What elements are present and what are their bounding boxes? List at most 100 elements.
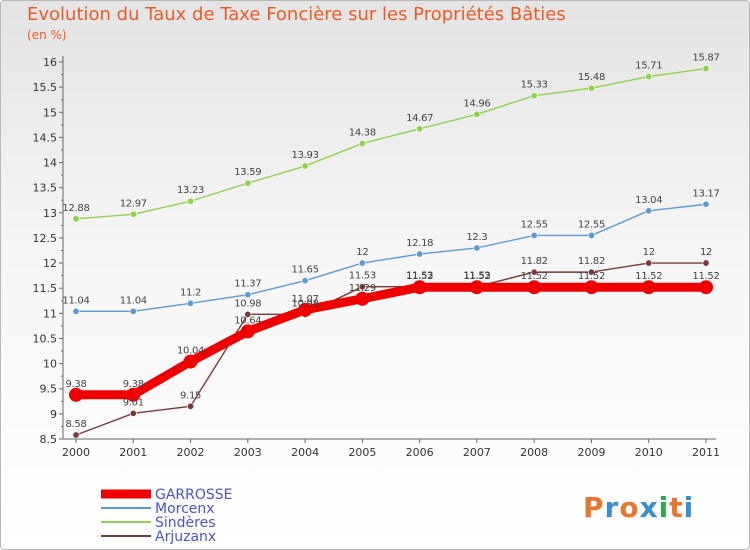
data-point [587, 231, 595, 239]
data-label: 11.52 [578, 271, 605, 282]
data-point [587, 84, 595, 92]
y-tick-label: 9.5 [40, 383, 58, 396]
data-point [244, 291, 252, 299]
data-point [473, 244, 481, 252]
data-label: 9.38 [65, 379, 86, 390]
data-label: 9.01 [123, 397, 144, 408]
data-point [244, 179, 252, 187]
data-point [187, 299, 195, 307]
y-tick-label: 11 [43, 307, 57, 320]
data-point [469, 280, 484, 295]
logo-letter: i [658, 491, 670, 524]
x-tick-label: 2000 [62, 446, 90, 459]
x-tick-label: 2005 [348, 446, 376, 459]
data-label: 15.33 [521, 80, 548, 91]
data-label: 13.93 [292, 150, 319, 161]
x-tick-label: 2001 [119, 446, 147, 459]
data-point [527, 280, 542, 295]
data-point [645, 73, 653, 81]
y-tick-label: 10 [43, 358, 57, 371]
x-tick-label: 2007 [463, 446, 491, 459]
logo-letter: o [619, 491, 640, 524]
data-label: 11.52 [692, 271, 719, 282]
x-tick-label: 2004 [291, 446, 319, 459]
data-label: 11.52 [463, 271, 490, 282]
logo-letter: r [604, 491, 620, 524]
data-label: 11.07 [292, 294, 319, 305]
data-label: 12 [356, 247, 368, 258]
x-tick-label: 2002 [177, 446, 205, 459]
data-point [301, 162, 309, 170]
data-point [298, 302, 313, 317]
data-label: 11.52 [521, 271, 548, 282]
logo-letter: P [583, 491, 605, 524]
data-point [355, 291, 370, 306]
data-point [126, 387, 141, 402]
data-point [358, 139, 366, 147]
axes: 8.5 9 9.5 10 10.5 11 11.5 12 12.5 13 13.5 14 14.5 15 1… [33, 56, 720, 459]
data-point [412, 280, 427, 295]
logo-letter: t [669, 491, 684, 524]
data-point [244, 310, 252, 318]
data-label: 12 [700, 247, 712, 258]
data-label: 11.53 [463, 271, 490, 282]
data-point [187, 402, 195, 410]
y-tick-label: 13.5 [33, 182, 58, 195]
data-point [702, 200, 710, 208]
data-point [530, 92, 538, 100]
data-point [183, 354, 198, 369]
series-line-garrosse [71, 282, 711, 400]
y-tick-label: 14.5 [33, 131, 58, 144]
data-point [69, 387, 83, 402]
data-label: 11.29 [349, 283, 376, 294]
x-tick-label: 2006 [406, 446, 434, 459]
data-point [240, 324, 255, 339]
data-label: 12.88 [62, 203, 89, 214]
y-tick-label: 15 [43, 106, 57, 119]
data-point [129, 210, 137, 218]
data-point [645, 259, 653, 267]
data-point [699, 280, 713, 295]
y-tick-label: 12.5 [33, 232, 58, 245]
data-point [530, 231, 538, 239]
data-label: 11.37 [234, 279, 261, 290]
data-label: 13.59 [234, 167, 261, 178]
data-label: 9.15 [180, 390, 201, 401]
data-point [72, 431, 80, 439]
legend-label-morcenx: Morcenx [155, 501, 215, 517]
data-point [702, 65, 710, 73]
data-point [584, 280, 599, 295]
series-line-arjuzanx [75, 262, 707, 436]
logo-letter: i [683, 491, 695, 524]
data-point [641, 280, 656, 295]
data-label: 8.58 [65, 419, 86, 430]
data-label: 11.82 [578, 256, 605, 267]
data-label: 12 [643, 247, 655, 258]
x-tick-label: 2010 [635, 446, 663, 459]
data-point [129, 307, 137, 315]
chart-title: Evolution du Taux de Taxe Foncière sur l… [27, 4, 566, 25]
data-label: 10.64 [234, 315, 261, 326]
series-line-morcenx [75, 203, 707, 313]
y-tick-label: 13 [43, 207, 57, 220]
x-tick-label: 2003 [234, 446, 262, 459]
data-label: 11.2 [180, 287, 201, 298]
data-label: 13.23 [177, 185, 204, 196]
data-point [187, 197, 195, 205]
data-point [416, 250, 424, 258]
data-label: 11.82 [521, 256, 548, 267]
y-tick-label: 10.5 [33, 332, 58, 345]
legend-label-arjuzanx: Arjuzanx [155, 529, 216, 545]
proxiti-logo: Proxiti [583, 491, 694, 524]
data-label: 15.48 [578, 72, 605, 83]
data-point [358, 283, 366, 291]
data-label: 9.38 [123, 379, 144, 390]
data-point [129, 409, 137, 417]
data-point [72, 215, 80, 223]
y-tick-label: 9 [50, 408, 57, 421]
data-label: 14.38 [349, 127, 376, 138]
